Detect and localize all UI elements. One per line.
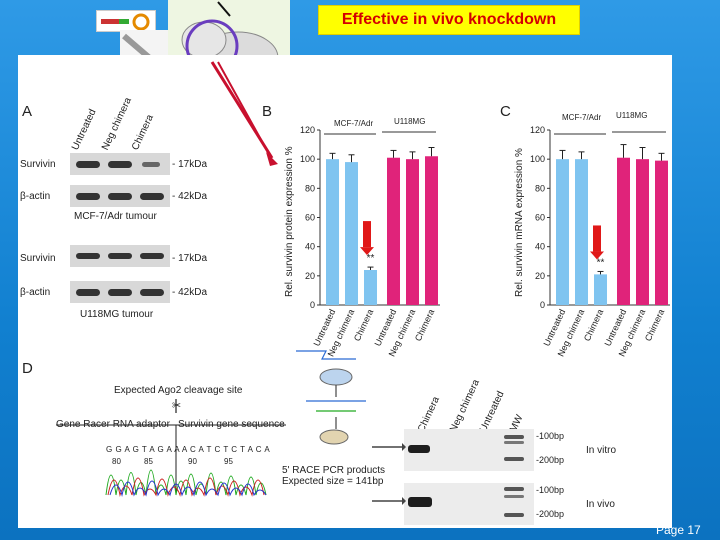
bar-1 <box>345 162 358 305</box>
western-blot-survivin-2 <box>70 245 170 267</box>
y-tick-label-20: 20 <box>535 271 545 281</box>
gel-condition-in-vitro: In vitro <box>586 445 617 456</box>
chromatogram: ✂ <box>56 399 286 497</box>
chart-b-svg: Rel. survivin protein expression % 0 20 40 6… <box>284 125 440 358</box>
plasmid-segment-green <box>119 19 129 24</box>
gel-marker-200bp-1: -200bp <box>536 455 565 465</box>
panel-a-letter: A <box>22 103 33 120</box>
bar-3 <box>387 157 400 305</box>
group-label-u118mg: U118MG tumour <box>80 309 154 320</box>
blot-size-17kda-1: - 17kDa <box>172 159 208 170</box>
y-tick-label-60: 60 <box>535 213 545 223</box>
seq-pos-85: 85 <box>144 457 153 466</box>
chart-b-group-1: MCF-7/Adr <box>334 119 374 128</box>
y-tick-label-120: 120 <box>300 125 315 135</box>
trace-blue <box>109 480 267 497</box>
western-blot-actin-2 <box>70 281 170 303</box>
group-label-mcf7: MCF-7/Adr tumour <box>74 211 157 222</box>
seq-pos-80: 80 <box>112 457 121 466</box>
plasmid-segment-red <box>101 19 119 24</box>
y-axis-label: Rel. survivin protein expression % <box>284 146 295 297</box>
blot-label-survivin-1: Survivin <box>20 159 56 170</box>
bar-0 <box>556 159 569 305</box>
y-tick-label-20: 20 <box>305 271 315 281</box>
svg-text:✂: ✂ <box>172 399 181 412</box>
bar-5 <box>425 156 438 305</box>
gel-marker-200bp-2: -200bp <box>536 509 565 519</box>
sequence-text: G G A G T A G A A A C A T C T C T A C A <box>106 445 271 454</box>
blot-label-survivin-2: Survivin <box>20 253 56 264</box>
y-tick-label-80: 80 <box>535 183 545 193</box>
chart-c-svg: Rel. survivin mRNA expression % 0 20 40 60 80… <box>514 125 670 358</box>
blot-label-actin-1: β-actin <box>20 191 51 202</box>
highlight-arrow-shaft <box>363 221 371 248</box>
pointer-arrow <box>217 1 231 17</box>
y-tick-label-60: 60 <box>305 213 315 223</box>
y-tick-label-100: 100 <box>300 154 315 164</box>
bar-1 <box>575 159 588 305</box>
cleavage-site-label: Expected Ago2 cleavage site <box>114 385 243 396</box>
blot-size-42kda-2: - 42kDa <box>172 287 208 298</box>
y-axis-label: Rel. survivin mRNA expression % <box>514 148 525 297</box>
gel-in-vitro <box>404 429 534 471</box>
y-tick-label-0: 0 <box>540 300 545 310</box>
gel-in-vivo <box>404 483 534 525</box>
panel-b-letter: B <box>262 103 273 120</box>
gel-arrows <box>372 443 406 505</box>
y-tick-label-120: 120 <box>530 125 545 135</box>
y-tick-label-80: 80 <box>305 183 315 193</box>
plasmid-graphic <box>101 13 150 31</box>
chart-b-group-2: U118MG <box>394 117 426 126</box>
blot-label-actin-2: β-actin <box>20 287 51 298</box>
y-tick-label-40: 40 <box>535 242 545 252</box>
y-tick-label-100: 100 <box>530 154 545 164</box>
seq-pos-95: 95 <box>224 457 233 466</box>
y-tick-label-40: 40 <box>305 242 315 252</box>
chart-c-group-2: U118MG <box>616 111 648 120</box>
figure-panel: A Untreated Neg chimera Chimera Survivin… <box>18 55 672 528</box>
gel-marker-100bp-2: -100bp <box>536 485 565 495</box>
bar-2 <box>364 270 377 305</box>
bar-4 <box>406 159 419 305</box>
highlight-arrow-shaft <box>593 225 601 252</box>
panel-c-letter: C <box>500 103 511 120</box>
bar-0 <box>326 159 339 305</box>
slide-title: Effective in vivo knockdown <box>318 5 580 35</box>
bar-2 <box>594 274 607 305</box>
y-tick-label-0: 0 <box>310 300 315 310</box>
gel-condition-in-vivo: In vivo <box>586 499 615 510</box>
seq-pos-90: 90 <box>188 457 197 466</box>
significance-marker: ** <box>367 253 375 264</box>
bar-3 <box>617 157 630 305</box>
western-blot-actin-1 <box>70 185 170 207</box>
significance-marker: ** <box>597 257 605 268</box>
bar-5 <box>655 160 668 305</box>
chart-c-group-1: MCF-7/Adr <box>562 113 602 122</box>
blot-size-17kda-2: - 17kDa <box>172 253 208 264</box>
western-blot-survivin-1 <box>70 153 170 175</box>
panel-d-letter: D <box>22 360 33 377</box>
bar-4 <box>636 159 649 305</box>
race-diagram <box>296 350 366 445</box>
pointer-head-left <box>266 152 278 166</box>
plasmid-ring <box>132 13 150 31</box>
page-number: Page 17 <box>656 523 701 537</box>
gel-marker-100bp-1: -100bp <box>536 431 565 441</box>
highlight-arrow-head <box>590 251 604 260</box>
highlight-arrow-head <box>360 247 374 256</box>
race-caption: 5' RACE PCR products Expected size = 141… <box>282 465 386 487</box>
trace-green <box>105 469 267 496</box>
blot-size-42kda-1: - 42kDa <box>172 191 208 202</box>
